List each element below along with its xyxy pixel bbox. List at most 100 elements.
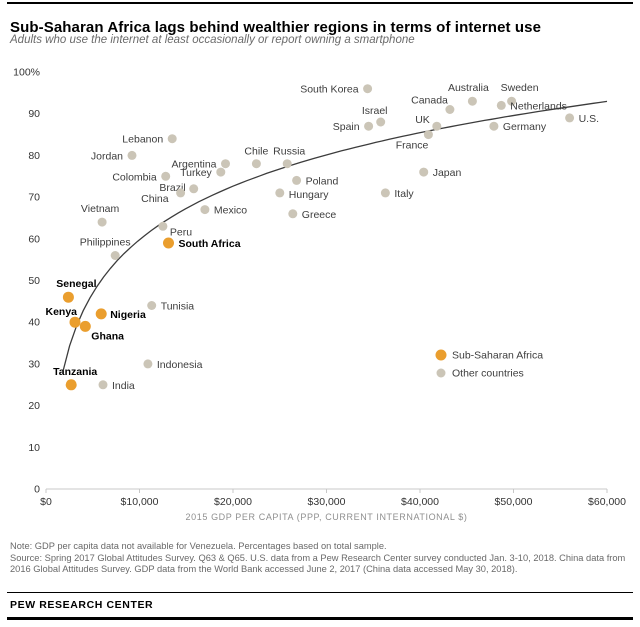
y-axis-tick-label: 0: [34, 484, 40, 496]
data-label-spain: Spain: [333, 121, 360, 133]
legend-swatch-other-countries: [436, 368, 446, 378]
data-label-tanzania: Tanzania: [53, 366, 97, 378]
data-label-hungary: Hungary: [289, 189, 329, 201]
data-label-south-africa: South Africa: [179, 238, 241, 250]
data-point-netherlands: [496, 100, 506, 110]
x-axis-tick-label: $40,000: [401, 496, 439, 508]
y-axis-tick-label: 40: [28, 317, 40, 329]
data-point-brazil: [189, 184, 199, 194]
data-label-peru: Peru: [170, 226, 192, 238]
bottom-rule: [7, 617, 633, 620]
x-axis-tick-label: $10,000: [121, 496, 159, 508]
note-text: Note: GDP per capita data not available …: [10, 541, 387, 551]
x-axis-tick-label: $20,000: [214, 496, 252, 508]
data-point-mexico: [200, 205, 210, 215]
data-point-china: [176, 188, 186, 198]
y-axis-tick-label: 50: [28, 275, 40, 287]
data-label-colombia: Colombia: [112, 171, 157, 183]
data-label-canada: Canada: [411, 95, 448, 107]
data-label-lebanon: Lebanon: [122, 134, 163, 146]
data-point-argentina: [221, 159, 230, 169]
data-point-senegal: [62, 291, 74, 303]
data-point-uk: [432, 121, 442, 131]
data-point-ghana: [79, 320, 91, 332]
data-point-philippines: [110, 251, 120, 260]
data-point-japan: [419, 167, 429, 177]
y-axis-tick-label: 100%: [13, 67, 40, 79]
data-label-u-s: U.S.: [579, 113, 599, 125]
x-axis-tick-label: $50,000: [495, 496, 533, 508]
x-axis-title: 2015 GDP PER CAPITA (PPP, CURRENT INTERN…: [186, 512, 468, 522]
data-label-poland: Poland: [306, 175, 339, 187]
scatter-chart: $0 $10,000 $20,000 $30,000 $40,000 $50,000 $60…: [13, 67, 626, 523]
legend-label-other-countries: Other countries: [452, 368, 524, 380]
data-point-australia: [467, 96, 477, 106]
y-axis-tick-label: 10: [28, 442, 40, 454]
source-text: Source: Spring 2017 Global Attitudes Sur…: [10, 552, 626, 575]
data-point-tunisia: [147, 301, 157, 310]
chart-subtitle: Adults who use the internet at least occ…: [10, 34, 415, 46]
data-point-france: [423, 130, 433, 140]
data-label-japan: Japan: [433, 167, 462, 179]
data-label-chile: Chile: [244, 146, 268, 158]
data-point-tanzania: [65, 379, 77, 391]
data-point-kenya: [69, 316, 81, 328]
top-rule: [7, 2, 633, 4]
data-label-philippines: Philippines: [80, 237, 131, 249]
data-point-jordan: [127, 150, 137, 160]
data-point-peru: [158, 221, 168, 231]
legend-label-sub-saharan-africa: Sub-Saharan Africa: [452, 350, 543, 362]
data-label-senegal: Senegal: [56, 278, 96, 290]
data-point-chile: [251, 159, 261, 169]
data-point-italy: [380, 188, 390, 198]
data-point-spain: [364, 121, 374, 131]
divider-rule: [7, 592, 633, 593]
data-point-canada: [445, 105, 455, 114]
pew-research-center-brand: PEW RESEARCH CENTER: [10, 599, 154, 611]
data-label-india: India: [112, 380, 135, 392]
data-label-australia: Australia: [448, 82, 489, 94]
data-point-russia: [282, 159, 292, 169]
data-label-argentina: Argentina: [172, 159, 217, 171]
data-label-kenya: Kenya: [45, 306, 77, 318]
data-label-france: France: [396, 140, 429, 152]
data-label-south-korea: South Korea: [300, 84, 359, 96]
data-point-nigeria: [95, 308, 107, 320]
data-point-indonesia: [143, 359, 153, 369]
data-label-jordan: Jordan: [91, 150, 123, 162]
data-label-greece: Greece: [302, 209, 337, 221]
data-label-ghana: Ghana: [91, 330, 124, 342]
y-axis-tick-label: 80: [28, 150, 40, 162]
data-point-greece: [288, 209, 298, 219]
data-point-south-africa: [163, 237, 174, 249]
trend-curve: [62, 100, 608, 373]
data-label-tunisia: Tunisia: [161, 301, 195, 313]
data-label-turkey: Turkey: [180, 167, 212, 179]
x-axis-tick-label: $60,000: [588, 496, 626, 508]
data-label-israel: Israel: [362, 105, 388, 117]
y-axis-tick-label: 90: [28, 108, 40, 120]
data-label-russia: Russia: [273, 146, 305, 158]
data-point-sweden: [507, 96, 517, 106]
x-axis-tick-label: $0: [40, 496, 52, 508]
y-axis-tick-label: 70: [28, 192, 40, 204]
data-point-israel: [376, 117, 386, 127]
data-label-nigeria: Nigeria: [110, 309, 146, 321]
data-point-turkey: [216, 167, 226, 177]
y-axis-tick-label: 30: [28, 358, 40, 370]
data-label-sweden: Sweden: [501, 82, 539, 94]
data-label-uk: UK: [415, 114, 430, 126]
x-axis-tick-label: $30,000: [308, 496, 346, 508]
data-point-south-korea: [363, 84, 373, 94]
data-label-mexico: Mexico: [214, 205, 247, 217]
data-label-vietnam: Vietnam: [81, 203, 120, 215]
chart-title: Sub-Saharan Africa lags behind wealthier…: [10, 19, 542, 37]
data-label-indonesia: Indonesia: [157, 359, 203, 371]
data-point-germany: [489, 121, 499, 131]
y-axis-tick-label: 20: [28, 400, 40, 412]
data-point-poland: [292, 175, 302, 185]
legend-swatch-sub-saharan-africa: [435, 349, 447, 361]
data-point-hungary: [275, 188, 285, 198]
data-point-india: [98, 380, 108, 390]
